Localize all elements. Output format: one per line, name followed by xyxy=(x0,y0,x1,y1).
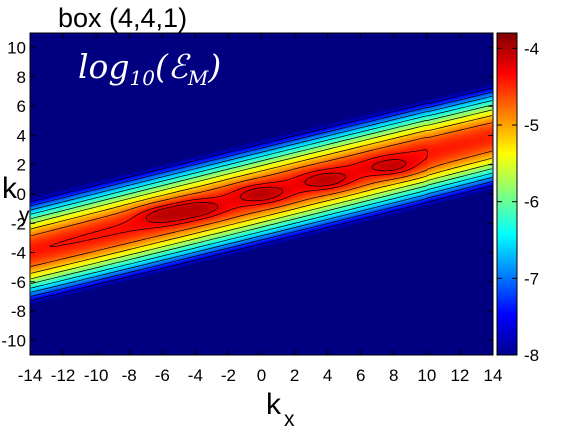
contour-line xyxy=(30,95,493,293)
x-tick-label: -6 xyxy=(155,366,170,385)
contour-line xyxy=(49,149,428,247)
x-tick-label: -4 xyxy=(188,366,203,385)
x-tick-label: -12 xyxy=(51,366,76,385)
x-tick-label: 4 xyxy=(323,366,332,385)
chart-title: box (4,4,1) xyxy=(58,3,187,33)
colorbar-frame xyxy=(496,32,518,356)
y-tick-label: 8 xyxy=(17,68,26,87)
y-tick-label: 2 xyxy=(17,156,26,175)
x-tick-label: 6 xyxy=(356,366,365,385)
plot-annotation: log10(ℰM) xyxy=(78,47,221,90)
y-tick-label: -6 xyxy=(11,273,26,292)
y-axis-label-sub: y xyxy=(19,204,30,227)
y-tick-label: 4 xyxy=(17,126,26,145)
heatmap-image xyxy=(30,33,493,355)
y-tick-label: -8 xyxy=(11,302,26,321)
y-tick-label: -10 xyxy=(1,331,26,350)
x-tick-label: 0 xyxy=(257,366,266,385)
y-axis-label-main: k xyxy=(2,172,18,205)
x-tick-label: 14 xyxy=(484,366,503,385)
y-tick-label: -4 xyxy=(11,244,26,263)
colorbar-tick-label: -7 xyxy=(524,269,539,288)
y-axis-label: k y xyxy=(2,172,30,227)
x-tick-label: -10 xyxy=(84,366,109,385)
contour-line xyxy=(30,115,493,274)
colorbar-tick-label: -4 xyxy=(524,39,539,58)
x-tick-label: 12 xyxy=(450,366,469,385)
colorbar: -8 -7 -6 -5 -4 xyxy=(496,32,539,365)
colorbar-tick-label: -8 xyxy=(524,346,539,365)
y-tick-label: 10 xyxy=(7,39,26,58)
contour-line xyxy=(30,109,493,280)
contour-line xyxy=(30,122,493,267)
contour-line xyxy=(145,159,407,223)
contour-line xyxy=(30,87,493,301)
contour-line xyxy=(30,91,493,297)
y-tick-label: 0 xyxy=(17,185,26,204)
x-axis-label-main: k xyxy=(266,388,282,421)
colorbar-ticks: -8 -7 -6 -5 -4 xyxy=(497,39,539,365)
heatmap-area xyxy=(29,32,494,356)
y-tick-label: -2 xyxy=(11,214,26,233)
x-tick-label: -14 xyxy=(18,366,43,385)
y-axis-ticks: -10 -8 -6 -4 -2 0 2 4 6 8 10 xyxy=(1,39,493,350)
colorbar-fill xyxy=(497,33,517,355)
x-tick-label: -2 xyxy=(221,366,236,385)
x-axis-label-sub: x xyxy=(284,408,295,431)
x-tick-label: 8 xyxy=(389,366,398,385)
colorbar-tick-label: -6 xyxy=(524,193,539,212)
x-axis-label: k x xyxy=(266,388,295,431)
colorbar-tick-label: -5 xyxy=(524,116,539,135)
x-axis-ticks: -14 -12 -10 -8 -6 -4 -2 0 2 4 6 8 10 12 14 xyxy=(18,33,503,385)
contour-line xyxy=(30,100,493,289)
y-tick-label: 6 xyxy=(17,97,26,116)
x-tick-label: 2 xyxy=(290,366,299,385)
contour-lines xyxy=(30,87,493,301)
x-tick-label: -8 xyxy=(122,366,137,385)
x-tick-label: 10 xyxy=(417,366,436,385)
